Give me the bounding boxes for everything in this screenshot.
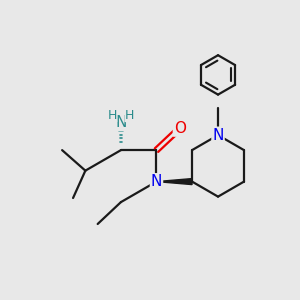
Text: H: H [125, 109, 134, 122]
Text: H: H [107, 109, 117, 122]
Text: N: N [151, 174, 162, 189]
Text: O: O [174, 121, 186, 136]
Text: N: N [115, 115, 127, 130]
Polygon shape [157, 178, 192, 184]
Text: N: N [212, 128, 224, 142]
